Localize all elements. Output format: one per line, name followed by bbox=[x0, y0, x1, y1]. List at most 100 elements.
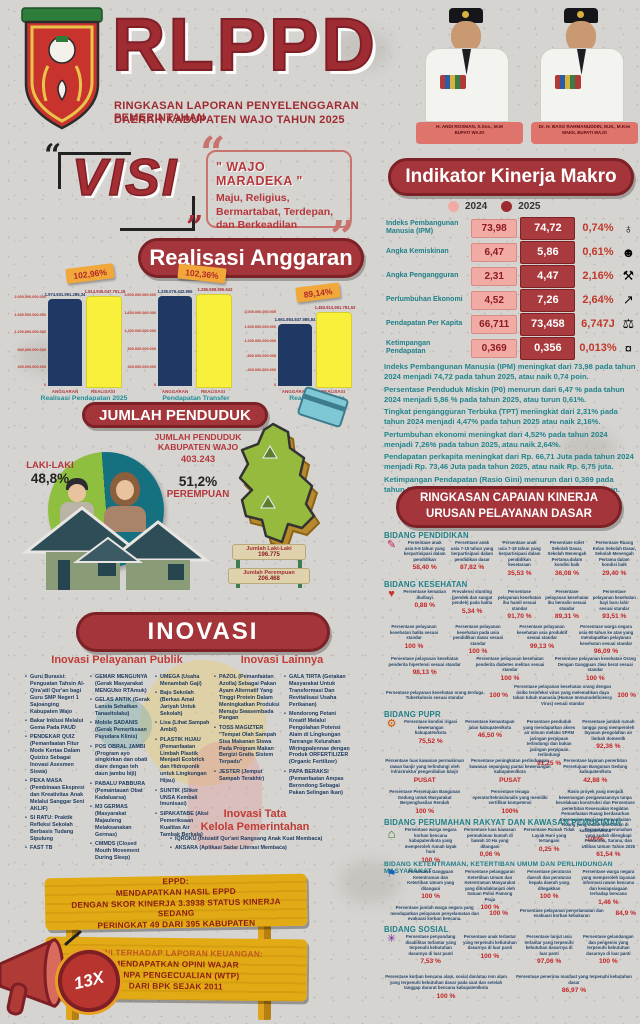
note-paragraph: Tingkat pengangguran Terbuka (TPT) menin… bbox=[384, 407, 618, 427]
stat-label: Persentase penduduk yang mendapatkan aks… bbox=[523, 719, 576, 758]
stat-label: Persentase penyandang disabilitas terlan… bbox=[405, 934, 456, 956]
axis-tick: 1.200.000.000.000 bbox=[124, 329, 156, 333]
stat-value: 96,09 % bbox=[593, 648, 619, 656]
realisasi-bar bbox=[316, 312, 352, 388]
inovasi-item: GEMAR MENGUNYA (Gerak Masyarakat MENGUki… bbox=[90, 674, 152, 695]
axis-tick: 0 bbox=[43, 382, 46, 387]
inovasi-item: UMEGA (Usaha Menambah Gaji) bbox=[155, 674, 211, 688]
total-label-line2: KABUPATEN WAJO bbox=[157, 442, 239, 452]
bar-caption-anggaran: ANGGARAN bbox=[161, 389, 189, 394]
kesehatan-icon: ♥ bbox=[388, 588, 395, 600]
stat-item: Persentase pelanggaran Ketertiban Umum d… bbox=[462, 869, 517, 911]
stat-value: 100% bbox=[586, 835, 604, 843]
y-axis-group1: 2.000.000.000.000 1.600.000.000.000 1.200.… bbox=[12, 295, 46, 387]
stat-item: Persentase warga negara usia 60 tahun ke… bbox=[576, 624, 636, 655]
female-avatar-face bbox=[116, 480, 134, 500]
stat-value: 0,25 % bbox=[538, 845, 560, 853]
stat-label: Persentase luas kawasan permukiman rawan… bbox=[385, 758, 464, 775]
heading-pelayanan-publik: Inovasi Pelayanan Publik bbox=[51, 654, 183, 666]
peci-hat-icon bbox=[449, 8, 483, 23]
group2-name: Pendapatan Transfer bbox=[162, 395, 230, 402]
stat-label: Persentase anak usia 7-15 tahun yang ber… bbox=[450, 540, 494, 562]
indikator-table: Indeks Pembangunan Manusia (IPM) 73,98 7… bbox=[386, 216, 636, 360]
stat-value: 5,34 % bbox=[461, 607, 483, 615]
heading-tata-line2: Kelola Pemerintahan bbox=[200, 821, 310, 833]
stat-value: 91,25 % bbox=[537, 760, 562, 768]
stat-label: Persentase jumlah rumah tangga yang memp… bbox=[582, 719, 635, 741]
inovasi-item: JESTER (Jemput Sampah Terakhir) bbox=[214, 769, 280, 783]
stat-item: Persentase luas kawasan permukiman kumuh… bbox=[462, 827, 517, 864]
stat-item: Persentase Gangguan Ketentraman dan Kete… bbox=[403, 869, 458, 911]
axis-tick: 400.000.000.000 bbox=[127, 365, 156, 369]
trantibum-row2: Persentase jumlah warga negara yang mend… bbox=[384, 905, 636, 922]
stat-label: Persentase pelayanan kesehatan Orang Den… bbox=[554, 656, 636, 673]
inovasi-item: IQROKU (Inisiatif Qur'ani Rangsang Anak … bbox=[170, 836, 360, 843]
stat-value: 100 % bbox=[539, 893, 559, 901]
stat-item: Persentase tenaga operator/teknisi/anali… bbox=[469, 789, 550, 843]
stat-item-wide: Persentase jumlah warga negara yang mend… bbox=[384, 905, 508, 922]
stat-item: Persentase pelayanan kesehatan ibu bersa… bbox=[545, 589, 588, 620]
note-paragraph: Indeks Pembangunan Manusia (IPM) meningk… bbox=[384, 362, 636, 382]
indikator-label: Angka Pengangguran bbox=[386, 271, 459, 279]
indikator-row: Pertumbuhan Ekonomi 4,52 7,26 2,64% ↗ bbox=[386, 288, 636, 312]
stat-item: Persentase kemantapan jalan kabupaten/ko… bbox=[462, 719, 517, 767]
stat-label: Persentase gelandangan dan pengemis yang… bbox=[583, 934, 634, 956]
stat-value: 86,97 % bbox=[561, 987, 587, 995]
stat-label: Persentase warga negara yang memperoleh … bbox=[581, 869, 636, 897]
legend-2025-dot bbox=[501, 201, 513, 212]
stat-value: 100 % bbox=[415, 807, 435, 815]
texture-blot bbox=[340, 860, 400, 904]
stat-item: Persentase pelayanan kesehatan pada usia… bbox=[448, 624, 508, 655]
value-2025: 74,72 bbox=[520, 216, 576, 240]
inovasi-item: PENDEKAR QUIZ (Pemanfaatan Fitur Mode Ke… bbox=[25, 734, 87, 775]
indikator-row: Indeks Pembangunan Manusia (IPM) 73,98 7… bbox=[386, 216, 636, 240]
stat-item: Persentase kematian ibu/bayi 0,88 % bbox=[403, 589, 446, 620]
legend-2024-label: 2024 bbox=[465, 201, 488, 212]
change-value: 2,16% bbox=[582, 270, 614, 282]
stat-label: Persentase anak usia 5-6 tahun yang berp… bbox=[403, 540, 446, 562]
stat-value: 100% bbox=[501, 807, 519, 815]
heading-bidang-kesehatan: BIDANG KESEHATAN bbox=[384, 580, 468, 589]
stat-value: 0,06 % bbox=[479, 851, 501, 859]
stat-item: Persentase korban bencana alam, sosial d… bbox=[384, 974, 508, 1000]
indikator-row: Angka Kemiskinan 6,47 5,86 0,61% ☻ bbox=[386, 240, 636, 264]
official-card: Dr. H. BASO RAHMANUDDIN, M.M., M.Kes WAK… bbox=[531, 8, 638, 144]
visi-heading: VISI bbox=[71, 148, 179, 208]
inovasi-item: Lisa (Lihat Sampah Ambil) bbox=[155, 720, 211, 734]
male-pct: 48,8% bbox=[30, 471, 70, 486]
stat-value: 1,46 % bbox=[598, 898, 619, 906]
female-count-value: 206.468 bbox=[258, 576, 280, 582]
stat-value: 7,53 % bbox=[420, 958, 441, 966]
change-value: 0,013% bbox=[579, 342, 617, 354]
official-role: BUPATI WAJO bbox=[454, 130, 485, 136]
inovasi-item: PABALU PABBURA (Pemantauan Obat Kadaluar… bbox=[90, 781, 152, 802]
stat-value: 75,52 % bbox=[418, 737, 443, 745]
axis-tick: 800.000.000.000 bbox=[247, 353, 276, 358]
y-axis-group3: 2.000.000.000.000 1.600.000.000.000 1.200.… bbox=[244, 310, 276, 387]
heading-bidang-trantibum: BIDANG KETENTRAMAN, KETERTIBAN UMUM DAN … bbox=[384, 861, 613, 875]
anggaran-bar bbox=[48, 299, 82, 386]
official-portrait bbox=[416, 8, 523, 122]
female-label: PEREMPUAN bbox=[166, 489, 230, 500]
sosial-icon: ✳ bbox=[386, 933, 397, 945]
axis-tick: 400.000.000.000 bbox=[247, 368, 276, 373]
anggaran-bar bbox=[158, 296, 192, 386]
change-value: 0,61% bbox=[582, 246, 614, 258]
stat-item: Persentase warga negara yang memperoleh … bbox=[581, 869, 636, 911]
value-2025: 73,458 bbox=[520, 312, 576, 336]
publik-col1: Guru Burassi: Penguatan Tahsin Al-Qira'a… bbox=[25, 674, 87, 852]
axis-tick: 2.000.000.000.000 bbox=[124, 293, 156, 297]
stat-label: Persentase pelayanan penyelamatan dan ev… bbox=[519, 907, 604, 919]
stat-item: Persentase warga negara korban bencana k… bbox=[403, 827, 458, 864]
inovasi-item: TOSS MAGIZTER "Tempat Olah Sampah Sisa M… bbox=[214, 725, 280, 766]
stat-label: Persentase penerima manfaat yang terpenu… bbox=[516, 974, 632, 985]
change-value: 2,64% bbox=[582, 294, 614, 306]
publik-col2: GEMAR MENGUNYA (Gerak Masyarakat MENGUki… bbox=[90, 674, 152, 862]
stat-item: Persentase Ruang Kelas Sekolah Dasar, Se… bbox=[593, 540, 636, 577]
anggaran-bar-value: 1.661.854.847.985,84 bbox=[274, 317, 316, 322]
publik-col3: UMEGA (Usaha Menambah Gaji) Baju Sekolah … bbox=[155, 674, 211, 838]
axis-tick: 1.600.000.000.000 bbox=[14, 312, 46, 317]
trantibum-icon: ⚑ bbox=[386, 868, 397, 880]
inovasi-item: PEKA MASA (Pembinaan Ekspresi dan Kreati… bbox=[25, 778, 87, 813]
